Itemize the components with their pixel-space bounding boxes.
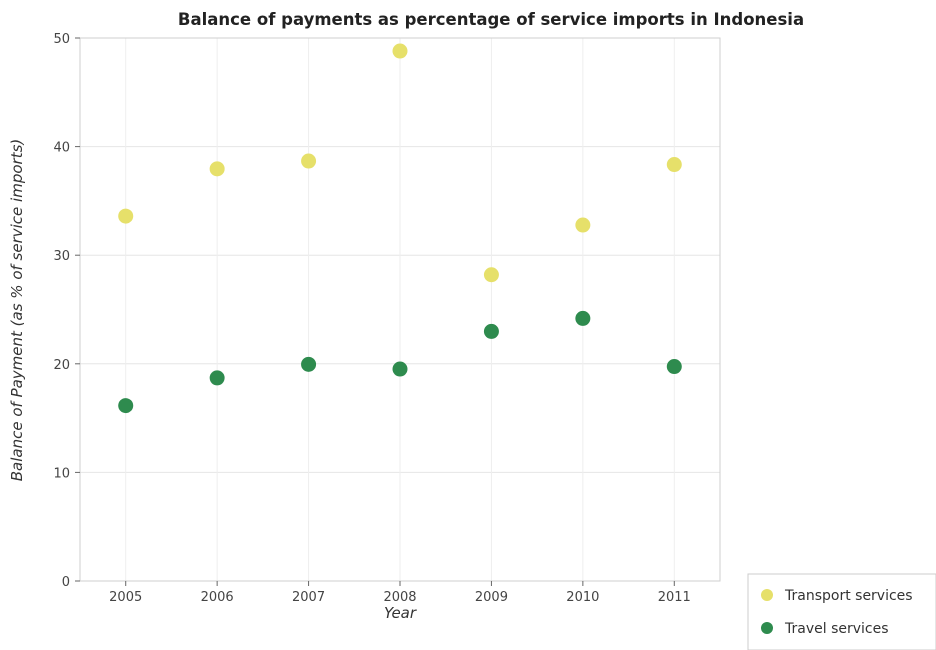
y-axis-ticks: 0 10 20 30 40 50 [53,32,80,590]
x-axis-ticks: 2005 2006 2007 2008 2009 2010 2011 [109,581,691,605]
point-travel-2011 [666,359,682,375]
y-tick-label: 10 [53,466,70,481]
x-tick-label: 2010 [566,590,599,605]
legend-label-travel: Travel services [784,621,889,637]
x-tick-label: 2007 [292,590,325,605]
y-tick-label: 50 [53,32,70,47]
legend: Transport services Travel services [747,573,936,650]
point-transport-2009 [483,267,499,283]
point-transport-2010 [575,217,591,233]
point-travel-2005 [118,398,134,414]
legend-marker-transport [761,589,773,601]
point-travel-2006 [209,370,225,386]
x-tick-label: 2006 [201,590,234,605]
y-tick-label: 0 [62,575,70,590]
legend-marker-travel [761,622,773,634]
x-tick-label: 2008 [383,590,416,605]
chart-title: Balance of payments as percentage of ser… [178,10,804,29]
y-tick-label: 40 [53,141,70,156]
x-tick-label: 2009 [475,590,508,605]
point-travel-2007 [301,356,317,372]
point-travel-2010 [575,310,591,326]
y-tick-label: 30 [53,249,70,264]
point-transport-2005 [118,208,134,224]
x-axis-label: Year [384,604,417,622]
legend-box [747,573,936,650]
point-transport-2007 [301,153,317,169]
point-travel-2008 [392,361,408,377]
point-travel-2009 [483,323,499,339]
point-transport-2008 [392,43,408,59]
x-tick-label: 2011 [658,590,691,605]
y-axis-label: Balance of Payment (as % of service impo… [8,139,26,482]
y-tick-label: 20 [53,358,70,373]
point-transport-2006 [209,161,225,177]
data-points [118,43,682,414]
x-tick-label: 2005 [109,590,142,605]
legend-label-transport: Transport services [784,588,913,604]
point-transport-2011 [666,157,682,173]
